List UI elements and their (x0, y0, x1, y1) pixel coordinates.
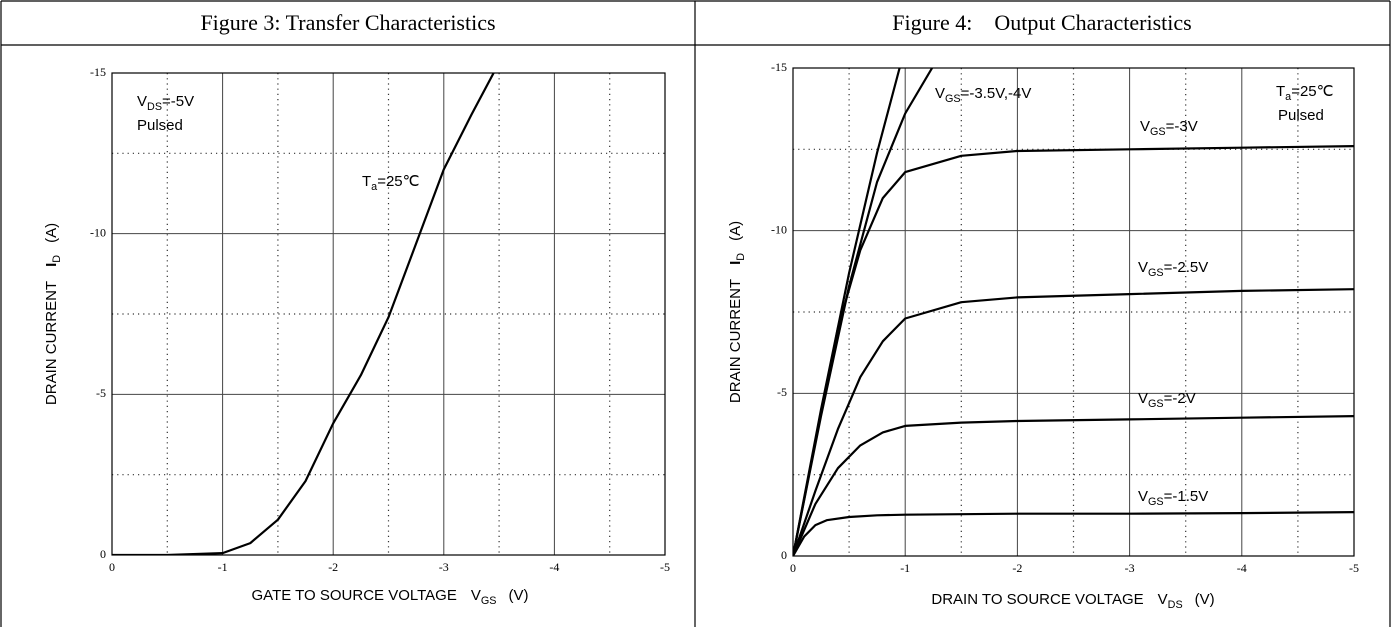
x-tick-label: -5 (1349, 561, 1359, 575)
text-part: DRAIN TO SOURCE VOLTAGE (931, 591, 1143, 608)
text-part: GS (1148, 267, 1164, 279)
text-part: T (1276, 83, 1285, 100)
y-tick-label: -10 (90, 225, 106, 239)
text-part: V (1138, 488, 1148, 505)
y-tick-label: -15 (90, 65, 106, 79)
text-part: D (735, 253, 747, 261)
curve (793, 288, 1354, 556)
x-tick-label: -2 (328, 560, 338, 574)
text-part: (V) (508, 587, 528, 604)
text-part: T (362, 173, 371, 190)
annotation: VGS=-3.5V,-4V (935, 85, 1031, 105)
text-part: I (43, 263, 60, 267)
y-tick-label: -10 (771, 222, 787, 236)
text-part: V (471, 587, 481, 604)
y-tick-label: -5 (777, 385, 787, 399)
annotation: Ta=25℃ (1276, 83, 1333, 103)
chart-title: Figure 3: Transfer Characteristics (200, 10, 495, 35)
text-part: a (371, 181, 377, 193)
y-tick-label: -5 (96, 386, 106, 400)
text-part: GS (481, 595, 497, 607)
plot-frame (792, 67, 1355, 557)
x-tick-label: -4 (1237, 561, 1247, 575)
y-axis-label: DRAIN CURRENT ID (A) (43, 223, 63, 405)
annotation: Ta=25℃ (362, 173, 419, 193)
text-part: =-1.5V (1164, 488, 1209, 505)
x-tick-label: -1 (218, 560, 228, 574)
annotation: Pulsed (1278, 107, 1324, 124)
text-part: I (727, 261, 744, 265)
text-part: GATE TO SOURCE VOLTAGE (252, 587, 457, 604)
chart-title: Figure 4: Output Characteristics (892, 10, 1191, 35)
text-part: V (1138, 259, 1148, 276)
x-tick-label: 0 (109, 560, 115, 574)
text-part: V (1158, 591, 1168, 608)
plot-frame (111, 72, 666, 556)
text-part: DRAIN CURRENT (727, 279, 744, 403)
text-part: =-2.5V (1164, 259, 1209, 276)
x-tick-label: -3 (439, 560, 449, 574)
text-part: V (1138, 390, 1148, 407)
text-part: GS (1150, 126, 1166, 138)
x-tick-label: -2 (1012, 561, 1022, 575)
curve (793, 511, 1354, 556)
annotation: Pulsed (137, 117, 183, 134)
curve (112, 73, 495, 555)
x-tick-label: -4 (549, 560, 559, 574)
y-axis-label: DRAIN CURRENT ID (A) (727, 221, 747, 403)
x-axis-label: DRAIN TO SOURCE VOLTAGE VDS (V) (931, 591, 1214, 611)
annotation: VGS=-3V (1140, 118, 1198, 138)
curve (793, 415, 1354, 556)
y-tick-label: -15 (771, 60, 787, 74)
text-part: GS (1148, 398, 1164, 410)
annotation: VDS=-5V (137, 93, 194, 113)
text-part: GS (1148, 496, 1164, 508)
text-part: DRAIN CURRENT (43, 281, 60, 405)
x-tick-label: -5 (660, 560, 670, 574)
annotation: VGS=-1.5V (1138, 488, 1208, 508)
annotation: VGS=-2.5V (1138, 259, 1208, 279)
text-part: =-3.5V,-4V (961, 85, 1032, 102)
x-tick-label: -1 (900, 561, 910, 575)
text-part: (A) (727, 221, 744, 241)
x-axis-label: GATE TO SOURCE VOLTAGE VGS (V) (252, 587, 529, 607)
text-part: V (1140, 118, 1150, 135)
text-part: V (137, 93, 147, 110)
text-part: (A) (43, 223, 60, 243)
text-part: =-5V (162, 93, 194, 110)
curve (793, 68, 901, 556)
x-tick-label: 0 (790, 561, 796, 575)
text-part: =-2V (1164, 390, 1196, 407)
text-part: DS (1168, 599, 1183, 611)
y-tick-label: 0 (100, 547, 106, 561)
text-part: =25℃ (1291, 83, 1333, 100)
text-part: a (1285, 91, 1291, 103)
text-part: =25℃ (377, 173, 419, 190)
text-part: DS (147, 101, 162, 113)
x-tick-label: -3 (1125, 561, 1135, 575)
text-part: (V) (1195, 591, 1215, 608)
text-part: D (51, 255, 63, 263)
text-part: =-3V (1166, 118, 1198, 135)
text-part: GS (945, 93, 961, 105)
y-tick-label: 0 (781, 548, 787, 562)
text-part: V (935, 85, 945, 102)
annotation: VGS=-2V (1138, 390, 1196, 410)
